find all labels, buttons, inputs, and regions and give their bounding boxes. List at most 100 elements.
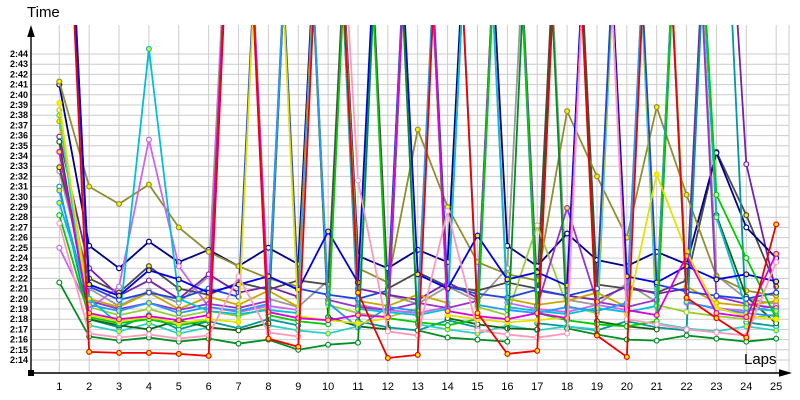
data-point[interactable] [384, 328, 391, 335]
data-point[interactable] [355, 312, 362, 319]
data-point[interactable] [773, 278, 780, 285]
data-point[interactable] [116, 334, 123, 341]
data-point[interactable] [116, 265, 123, 272]
data-point[interactable] [683, 332, 690, 339]
data-point[interactable] [86, 348, 93, 355]
data-point[interactable] [474, 310, 481, 317]
data-point[interactable] [593, 173, 600, 180]
data-point[interactable] [713, 335, 720, 342]
data-point[interactable] [295, 343, 302, 350]
data-point[interactable] [773, 308, 780, 315]
data-point[interactable] [56, 244, 63, 251]
data-point[interactable] [773, 316, 780, 323]
data-point[interactable] [713, 315, 720, 322]
data-point[interactable] [175, 295, 182, 302]
data-point[interactable] [504, 276, 511, 283]
data-point[interactable] [175, 350, 182, 357]
data-point[interactable] [713, 191, 720, 198]
data-point[interactable] [355, 339, 362, 346]
data-point[interactable] [653, 171, 660, 178]
data-point[interactable] [593, 332, 600, 339]
data-point[interactable] [384, 354, 391, 361]
data-point[interactable] [355, 289, 362, 296]
data-point[interactable] [743, 334, 750, 341]
data-point[interactable] [355, 177, 362, 184]
data-point[interactable] [116, 328, 123, 335]
data-point[interactable] [773, 259, 780, 266]
data-point[interactable] [265, 335, 272, 342]
data-point[interactable] [564, 330, 571, 337]
data-point[interactable] [683, 294, 690, 301]
data-point[interactable] [743, 314, 750, 321]
data-point[interactable] [743, 304, 750, 311]
data-point[interactable] [773, 250, 780, 257]
data-point[interactable] [534, 222, 541, 229]
data-point[interactable] [145, 267, 152, 274]
data-point[interactable] [56, 99, 63, 106]
data-point[interactable] [145, 299, 152, 306]
data-point[interactable] [743, 212, 750, 219]
data-point[interactable] [145, 277, 152, 284]
data-point[interactable] [56, 212, 63, 219]
data-point[interactable] [653, 104, 660, 111]
data-point[interactable] [743, 271, 750, 278]
data-point[interactable] [205, 248, 212, 255]
data-point[interactable] [444, 208, 451, 215]
data-point[interactable] [235, 273, 242, 280]
data-point[interactable] [116, 200, 123, 207]
data-point[interactable] [145, 331, 152, 338]
data-point[interactable] [325, 228, 332, 235]
data-point[interactable] [444, 334, 451, 341]
data-point[interactable] [56, 279, 63, 286]
data-point[interactable] [444, 308, 451, 315]
data-point[interactable] [773, 289, 780, 296]
data-point[interactable] [773, 335, 780, 342]
data-point[interactable] [683, 191, 690, 198]
data-point[interactable] [444, 322, 451, 329]
data-point[interactable] [116, 349, 123, 356]
data-point[interactable] [653, 321, 660, 328]
data-point[interactable] [175, 224, 182, 231]
data-point[interactable] [56, 148, 63, 155]
data-point[interactable] [713, 214, 720, 221]
data-point[interactable] [414, 126, 421, 133]
data-point[interactable] [743, 255, 750, 262]
data-point[interactable] [713, 292, 720, 299]
data-point[interactable] [86, 183, 93, 190]
data-point[interactable] [713, 329, 720, 336]
data-point[interactable] [414, 351, 421, 358]
data-point[interactable] [325, 341, 332, 348]
data-point[interactable] [175, 335, 182, 342]
data-point[interactable] [653, 312, 660, 319]
data-point[interactable] [235, 340, 242, 347]
data-point[interactable] [653, 326, 660, 333]
data-point[interactable] [504, 338, 511, 345]
data-point[interactable] [175, 263, 182, 270]
data-point[interactable] [325, 317, 332, 324]
data-point[interactable] [683, 326, 690, 333]
data-point[interactable] [116, 316, 123, 323]
data-point[interactable] [145, 306, 152, 313]
data-point[interactable] [145, 238, 152, 245]
data-point[interactable] [504, 316, 511, 323]
data-point[interactable] [683, 309, 690, 316]
data-point[interactable] [504, 331, 511, 338]
data-point[interactable] [145, 349, 152, 356]
data-point[interactable] [175, 276, 182, 283]
data-point[interactable] [175, 310, 182, 317]
data-point[interactable] [743, 224, 750, 231]
data-point[interactable] [743, 161, 750, 168]
data-point[interactable] [564, 205, 571, 212]
data-point[interactable] [175, 317, 182, 324]
data-point[interactable] [504, 350, 511, 357]
data-point[interactable] [116, 292, 123, 299]
data-point[interactable] [145, 45, 152, 52]
data-point[interactable] [56, 78, 63, 85]
data-point[interactable] [713, 276, 720, 283]
data-point[interactable] [56, 187, 63, 194]
data-point[interactable] [145, 313, 152, 320]
data-point[interactable] [56, 199, 63, 206]
data-point[interactable] [325, 330, 332, 337]
data-point[interactable] [773, 297, 780, 304]
data-point[interactable] [474, 336, 481, 343]
